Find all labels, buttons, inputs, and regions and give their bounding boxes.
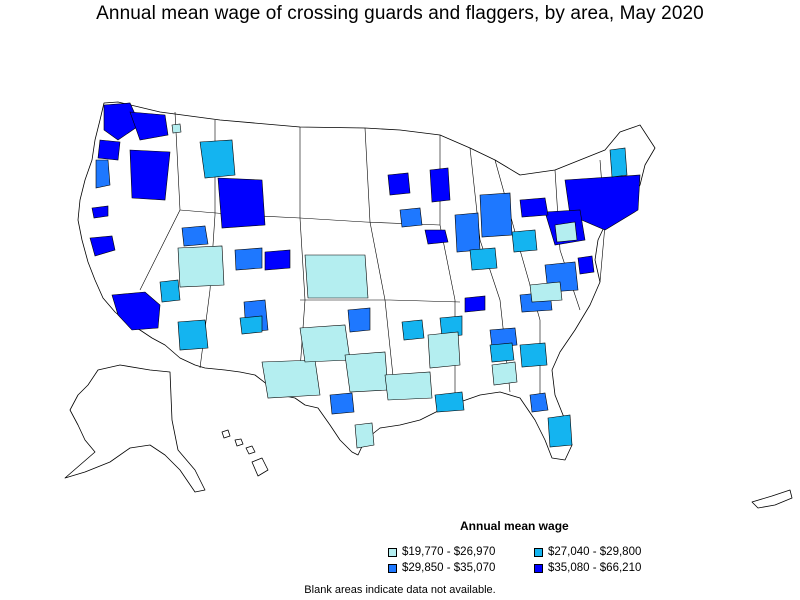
legend-item-tier3: $29,850 - $35,070 <box>388 562 495 574</box>
legend-swatch <box>388 563 397 573</box>
ms-area <box>489 342 515 363</box>
legend-label: $35,080 - $66,210 <box>548 562 642 574</box>
portland-area <box>97 139 121 161</box>
pa-area <box>519 197 549 218</box>
legend-label: $19,770 - $26,970 <box>402 546 496 558</box>
northeast-area <box>564 174 641 231</box>
wv-area <box>529 281 563 303</box>
hawaii-island <box>245 445 256 455</box>
legend-label: $27,040 - $29,800 <box>548 546 642 558</box>
tn-area <box>489 327 518 348</box>
indiana-area <box>454 212 481 253</box>
legend-item-tier1: $19,770 - $26,970 <box>388 546 495 558</box>
ohio-area <box>479 192 513 238</box>
legend-item-tier4: $35,080 - $66,210 <box>534 562 641 574</box>
socal-area <box>111 291 161 331</box>
co-front-area <box>234 247 263 271</box>
colorado-area <box>264 249 291 271</box>
michigan-area <box>429 167 451 203</box>
la-area <box>434 391 465 413</box>
az-south-area <box>177 319 209 351</box>
ga-area <box>519 342 548 368</box>
fl-south-area <box>547 414 573 448</box>
ks-area <box>347 307 371 333</box>
illinois-area <box>424 229 449 245</box>
alaska-outline <box>64 364 206 493</box>
hawaii-island <box>221 429 231 439</box>
legend-title: Annual mean wage <box>460 519 569 533</box>
hawaii-island <box>251 457 269 477</box>
tx-west-area <box>261 359 321 399</box>
fl-north-area <box>354 422 375 449</box>
nv-north-area <box>91 205 109 219</box>
dc-area <box>577 255 595 275</box>
mo-area <box>427 331 461 369</box>
kentucky-area <box>464 295 486 313</box>
al-area <box>491 361 518 386</box>
tx-central-area <box>299 324 351 363</box>
ny-north-area <box>554 221 578 243</box>
oregon-area <box>129 149 171 201</box>
tx-east-area <box>344 351 389 393</box>
map-title: Annual mean wage of crossing guards and … <box>96 3 704 24</box>
sf-bay-area <box>89 235 116 257</box>
mn-area <box>171 123 182 134</box>
hawaii-island <box>234 438 244 447</box>
ar-area <box>439 315 463 338</box>
tx-gulf-area <box>329 392 355 415</box>
mt-area <box>199 139 236 179</box>
la-north-area <box>384 371 433 401</box>
ks-west-area <box>304 254 369 299</box>
wa-coast-area <box>95 159 111 189</box>
wi-area <box>399 207 423 228</box>
wa-east-area <box>129 111 169 141</box>
in-east-area <box>469 247 498 271</box>
legend-swatch <box>534 563 543 573</box>
idaho-area <box>181 225 209 247</box>
ok-area <box>401 319 425 341</box>
oh-east-area <box>511 229 538 253</box>
puerto-rico-outline <box>751 489 793 509</box>
legend-item-tier2: $27,040 - $29,800 <box>534 546 641 558</box>
nm-north-area <box>177 245 225 288</box>
nm-area <box>239 315 263 335</box>
me-area <box>609 147 628 178</box>
fl-area <box>529 392 549 413</box>
minnesota-area <box>387 172 411 196</box>
legend-swatch <box>388 547 397 557</box>
wyoming-area <box>217 177 266 229</box>
legend-label: $29,850 - $35,070 <box>402 562 496 574</box>
legend-swatch <box>534 547 543 557</box>
wage-areas <box>89 102 641 449</box>
ut-area <box>159 279 181 303</box>
footnote: Blank areas indicate data not available. <box>304 584 496 596</box>
